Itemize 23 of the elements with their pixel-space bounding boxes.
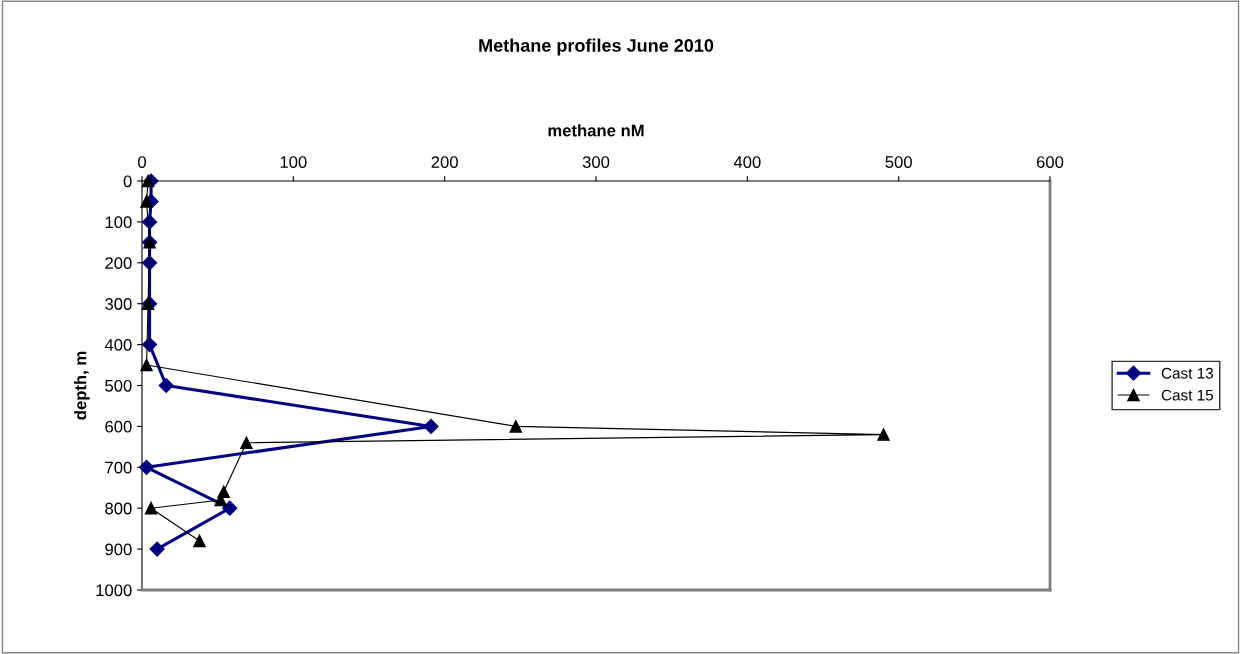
x-tick-label: 0: [138, 156, 146, 168]
legend-label: Cast 13: [1161, 367, 1213, 379]
x-tick-label: 200: [431, 156, 458, 168]
y-tick-label: 300: [105, 298, 132, 310]
y-tick-label: 200: [105, 257, 132, 269]
y-axis-title: depth, m: [74, 351, 90, 420]
y-tick-label: 900: [105, 543, 132, 556]
legend-label: Cast 15: [1161, 389, 1214, 401]
y-tick-label: 100: [105, 216, 132, 229]
x-tick-label: 400: [733, 156, 761, 168]
x-tick-label: 100: [280, 156, 307, 168]
x-axis-title: methane nM: [548, 124, 644, 137]
y-tick-label: 800: [105, 502, 132, 515]
y-tick-label: 1000: [96, 584, 132, 597]
chart-title: Methane profiles June 2010: [479, 38, 714, 56]
y-tick-label: 400: [104, 339, 132, 351]
x-tick-label: 300: [582, 156, 610, 168]
x-tick-label: 600: [1036, 156, 1064, 168]
x-tick-label: 500: [885, 156, 912, 168]
y-tick-label: 500: [105, 379, 132, 392]
y-tick-label: 0: [123, 175, 132, 188]
y-tick-label: 600: [105, 420, 132, 433]
y-tick-label: 700: [105, 461, 132, 474]
